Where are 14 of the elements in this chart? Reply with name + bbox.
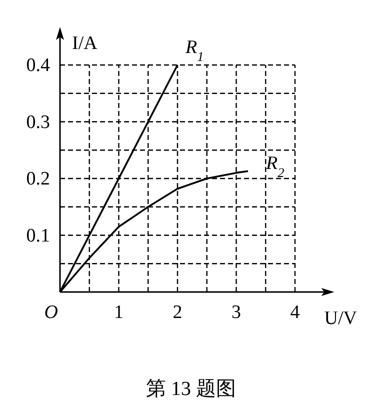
text: 第 13 题图 — [146, 378, 236, 400]
y-tick-label: 0.2 — [26, 168, 50, 190]
x-tick-label: 2 — [172, 302, 182, 323]
x-tick-label: O — [44, 302, 58, 323]
y-axis-title: I/A — [72, 32, 98, 54]
y-tick-label: 0.1 — [26, 225, 50, 246]
y-tick-label: 0.3 — [26, 112, 50, 133]
x-tick-label: 3 — [232, 302, 241, 323]
series-label: R$_{2}$ — [265, 153, 285, 180]
x-tick-label: 1 — [114, 302, 124, 323]
x-tick-label: 4 — [290, 302, 300, 323]
x-axis-title: U/V — [324, 308, 358, 329]
series-label: R$_{1}$ — [184, 37, 204, 64]
y-tick-label: 0.4 — [26, 55, 50, 76]
